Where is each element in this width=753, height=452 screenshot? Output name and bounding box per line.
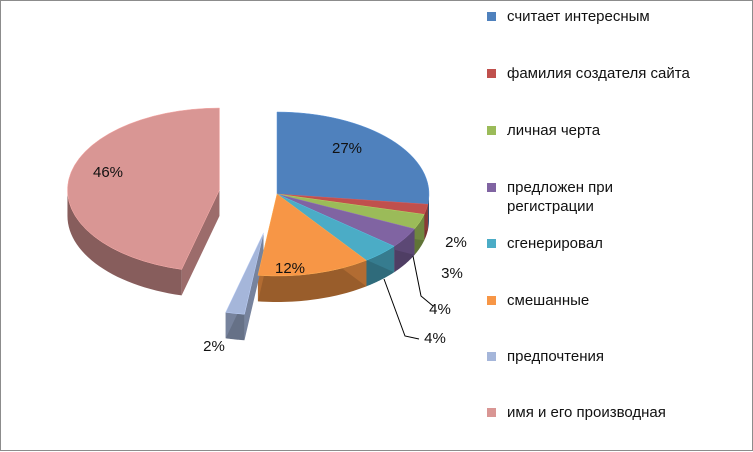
- legend-item-7: имя и его производная: [487, 403, 749, 422]
- legend-swatch: [487, 183, 496, 192]
- slice-side-7: [67, 190, 220, 296]
- legend-swatch: [487, 12, 496, 21]
- data-label-6: 2%: [203, 338, 225, 355]
- slice-wall: [67, 190, 182, 296]
- pie-slice-5: [257, 193, 367, 277]
- legend-label: имя и его производная: [507, 404, 666, 421]
- pie-slices: [67, 107, 430, 341]
- leader-line-4: [383, 278, 420, 340]
- pie-slice-6: [225, 232, 264, 315]
- data-label-7: 46%: [93, 164, 123, 181]
- data-label-1: 2%: [445, 234, 467, 251]
- legend-swatch: [487, 239, 496, 248]
- pie-slice-7: [67, 107, 220, 270]
- leader-lines: [383, 255, 434, 340]
- legend-swatch: [487, 126, 496, 135]
- legend-label: предложен при регистрации: [507, 179, 613, 215]
- legend-label: фамилия создателя сайта: [507, 65, 690, 82]
- data-labels: 27% 2% 3% 4% 4% 12% 2% 46%: [93, 140, 467, 355]
- legend-item-6: предпочтения: [487, 347, 749, 366]
- legend-label: личная черта: [507, 122, 601, 139]
- data-label-0: 27%: [332, 140, 362, 157]
- legend-item-3: предложен при регистрации: [487, 178, 749, 216]
- pie-slice-0: [276, 111, 430, 205]
- data-label-3: 4%: [429, 301, 451, 318]
- legend-label: считает интересным: [507, 8, 650, 25]
- legend-swatch: [487, 296, 496, 305]
- legend-label: предпочтения: [507, 348, 605, 365]
- legend-swatch: [487, 352, 496, 361]
- legend-item-1: фамилия создателя сайта: [487, 64, 749, 83]
- legend-item-4: сгенерировал: [487, 234, 749, 253]
- data-label-2: 3%: [441, 265, 463, 282]
- legend-item-5: смешанные: [487, 291, 749, 310]
- legend-swatch: [487, 408, 496, 417]
- leader-line-3: [412, 255, 434, 307]
- legend-item-2: личная черта: [487, 121, 749, 140]
- slice-wall: [257, 260, 367, 302]
- legend-label: сгенерировал: [507, 235, 603, 252]
- data-label-5: 12%: [275, 260, 305, 277]
- legend-label: смешанные: [507, 292, 590, 309]
- data-label-4: 4%: [424, 330, 446, 347]
- legend-swatch: [487, 69, 496, 78]
- legend-item-0: считает интересным: [487, 7, 749, 26]
- slice-edge: [181, 190, 220, 296]
